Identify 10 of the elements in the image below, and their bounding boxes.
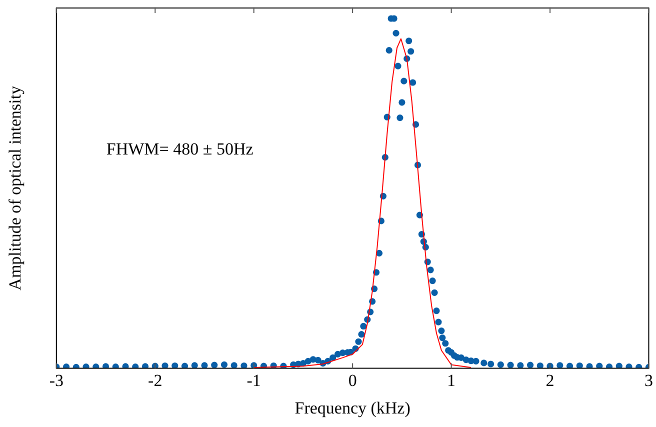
x-tick-label: -1 [246, 370, 261, 390]
x-tick-label: -2 [148, 370, 162, 390]
x-tick-label: 2 [546, 370, 554, 390]
y-axis-title: Amplitude of optical intensity [6, 85, 25, 290]
annotation: FHWM= 480 ± 50Hz [106, 139, 254, 158]
x-axis-title: Frequency (kHz) [294, 398, 410, 418]
x-tick-label: 3 [644, 370, 653, 390]
x-tick-label: 1 [447, 370, 456, 390]
x-tick-label: 0 [348, 370, 357, 390]
x-tick-label: -3 [49, 370, 64, 390]
